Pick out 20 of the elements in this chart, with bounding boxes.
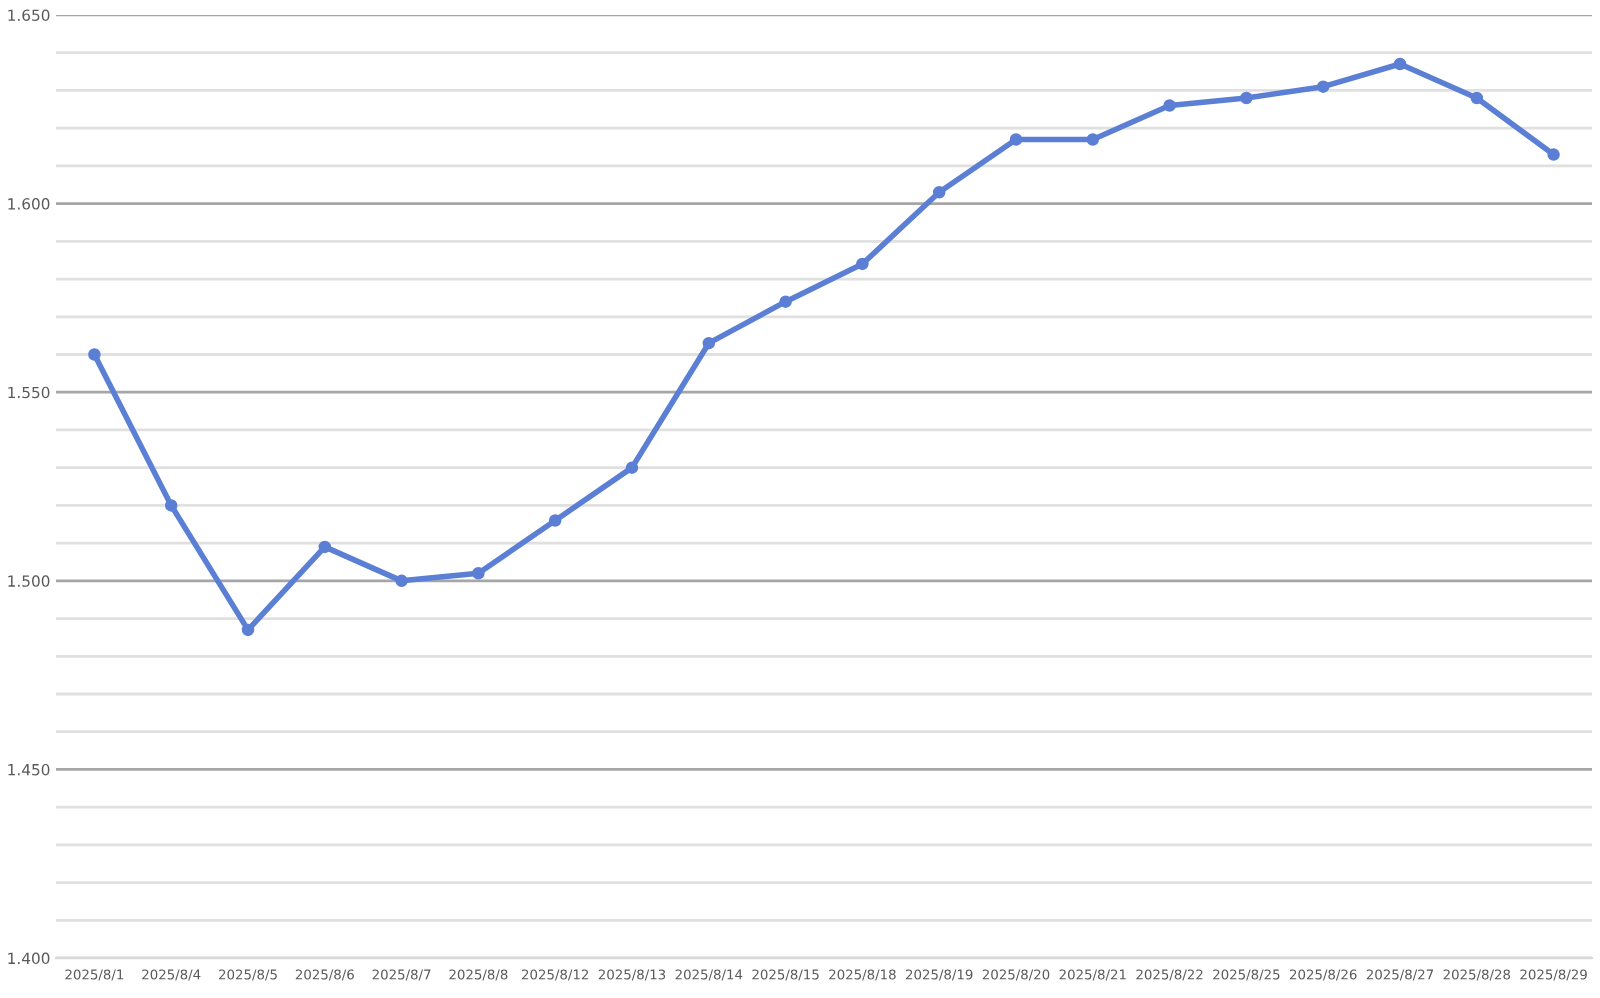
point: [472, 567, 485, 580]
point: [702, 336, 716, 350]
point: [1240, 91, 1253, 105]
point: [164, 499, 178, 512]
point: [241, 623, 255, 637]
point: [856, 257, 869, 271]
point: [1470, 91, 1484, 105]
point: [1086, 133, 1100, 146]
point: [1547, 148, 1560, 161]
point: [318, 540, 332, 554]
point: [1393, 57, 1407, 71]
point: [1163, 99, 1176, 112]
point: [932, 186, 946, 199]
point: [625, 461, 639, 474]
point: [779, 295, 792, 308]
point: [548, 514, 562, 527]
point: [395, 574, 408, 588]
point: [1009, 133, 1023, 146]
point: [1316, 80, 1330, 93]
point: [88, 348, 101, 361]
